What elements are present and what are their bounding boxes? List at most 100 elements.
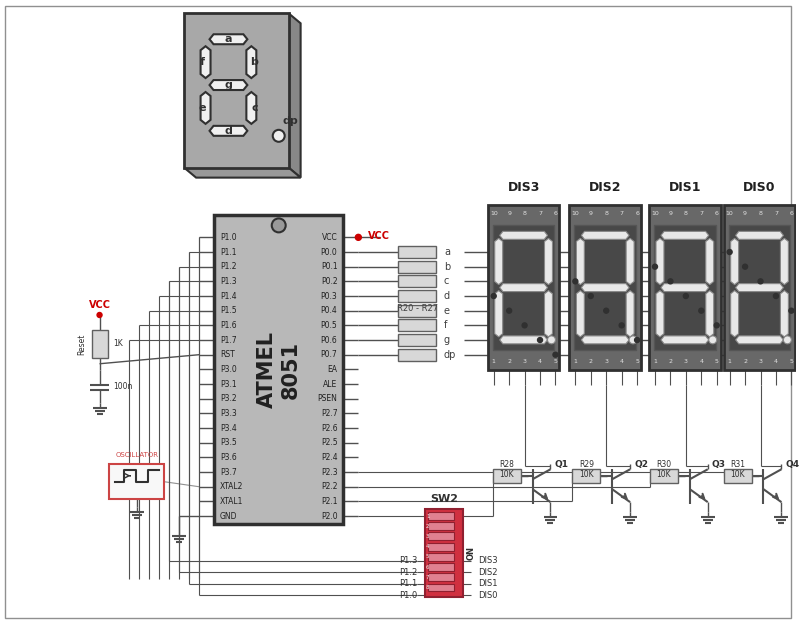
- Bar: [398, 334, 436, 346]
- Bar: [428, 512, 454, 520]
- Text: SW2: SW2: [430, 494, 458, 504]
- Bar: [493, 469, 521, 483]
- Bar: [398, 349, 436, 361]
- Text: 8: 8: [604, 211, 608, 216]
- Text: 7: 7: [699, 211, 703, 216]
- Text: 5: 5: [426, 554, 430, 559]
- Text: P3.4: P3.4: [220, 424, 237, 432]
- Circle shape: [634, 338, 639, 343]
- Text: 7: 7: [774, 211, 778, 216]
- Text: 5: 5: [635, 359, 639, 364]
- Text: 9: 9: [669, 211, 673, 216]
- Text: P1.0: P1.0: [399, 591, 417, 600]
- Bar: [425, 509, 463, 597]
- Text: 9: 9: [507, 211, 511, 216]
- Polygon shape: [289, 13, 301, 178]
- Text: P1.5: P1.5: [220, 306, 237, 315]
- Text: P2.3: P2.3: [321, 467, 338, 477]
- Text: P1.3: P1.3: [220, 277, 237, 286]
- Polygon shape: [184, 168, 301, 178]
- Text: 4: 4: [620, 359, 624, 364]
- Circle shape: [506, 308, 512, 313]
- Text: b: b: [250, 57, 258, 67]
- Text: Q2: Q2: [634, 460, 648, 469]
- Polygon shape: [582, 232, 629, 240]
- Polygon shape: [781, 291, 788, 337]
- Text: 6: 6: [790, 211, 794, 216]
- Text: R30: R30: [656, 460, 671, 469]
- Bar: [724, 205, 795, 370]
- Polygon shape: [201, 92, 210, 124]
- Circle shape: [727, 250, 732, 255]
- Circle shape: [538, 338, 542, 343]
- Text: Q4: Q4: [786, 460, 799, 469]
- Text: ALE: ALE: [323, 379, 338, 389]
- Circle shape: [789, 308, 794, 313]
- Polygon shape: [494, 291, 502, 337]
- Text: P3.0: P3.0: [220, 365, 237, 374]
- Polygon shape: [545, 238, 553, 285]
- Polygon shape: [246, 46, 256, 78]
- Text: 4: 4: [426, 544, 430, 549]
- Text: P1.0: P1.0: [220, 233, 237, 242]
- Text: P2.6: P2.6: [321, 424, 338, 432]
- Circle shape: [97, 313, 102, 318]
- Text: e: e: [199, 103, 206, 113]
- Text: b: b: [444, 261, 450, 271]
- Text: P0.0: P0.0: [321, 248, 338, 256]
- Polygon shape: [246, 92, 256, 124]
- Polygon shape: [576, 291, 584, 337]
- Bar: [428, 573, 454, 582]
- Bar: [398, 290, 436, 302]
- Circle shape: [573, 279, 578, 284]
- Polygon shape: [210, 126, 247, 136]
- Text: P1.6: P1.6: [220, 321, 237, 330]
- Text: 1: 1: [728, 359, 731, 364]
- Circle shape: [668, 279, 673, 284]
- Bar: [428, 522, 454, 530]
- Bar: [650, 469, 678, 483]
- Polygon shape: [661, 232, 709, 240]
- Text: P2.1: P2.1: [321, 497, 338, 506]
- Polygon shape: [500, 284, 547, 291]
- Text: 3: 3: [426, 534, 430, 539]
- Polygon shape: [494, 238, 502, 285]
- Circle shape: [547, 336, 555, 344]
- Text: 8: 8: [684, 211, 688, 216]
- Text: dp: dp: [282, 116, 298, 126]
- Text: P1.1: P1.1: [399, 579, 417, 588]
- Bar: [398, 246, 436, 258]
- Text: dp: dp: [444, 349, 456, 359]
- Polygon shape: [706, 238, 714, 285]
- Circle shape: [522, 323, 527, 328]
- Circle shape: [714, 323, 719, 328]
- Circle shape: [742, 264, 747, 269]
- Bar: [729, 225, 790, 350]
- Text: 5: 5: [554, 359, 558, 364]
- Text: g: g: [225, 80, 232, 90]
- Text: 10: 10: [651, 211, 659, 216]
- Text: 6: 6: [635, 211, 639, 216]
- Text: 4: 4: [699, 359, 703, 364]
- Text: Q3: Q3: [712, 460, 726, 469]
- Text: P3.1: P3.1: [220, 379, 237, 389]
- Circle shape: [588, 293, 594, 298]
- Text: 1: 1: [574, 359, 578, 364]
- Circle shape: [553, 352, 558, 357]
- Text: 1: 1: [426, 514, 430, 519]
- Text: GND: GND: [220, 512, 238, 520]
- Text: R31: R31: [730, 460, 745, 469]
- Text: VCC: VCC: [322, 233, 338, 242]
- Circle shape: [619, 323, 624, 328]
- Text: P0.6: P0.6: [321, 336, 338, 344]
- Text: P3.2: P3.2: [220, 394, 237, 403]
- Text: P3.7: P3.7: [220, 467, 237, 477]
- Bar: [91, 330, 107, 358]
- Polygon shape: [626, 238, 634, 285]
- Bar: [428, 583, 454, 592]
- Polygon shape: [656, 291, 664, 337]
- Polygon shape: [576, 238, 584, 285]
- Text: P1.1: P1.1: [220, 248, 237, 256]
- Bar: [398, 261, 436, 273]
- Bar: [214, 215, 343, 524]
